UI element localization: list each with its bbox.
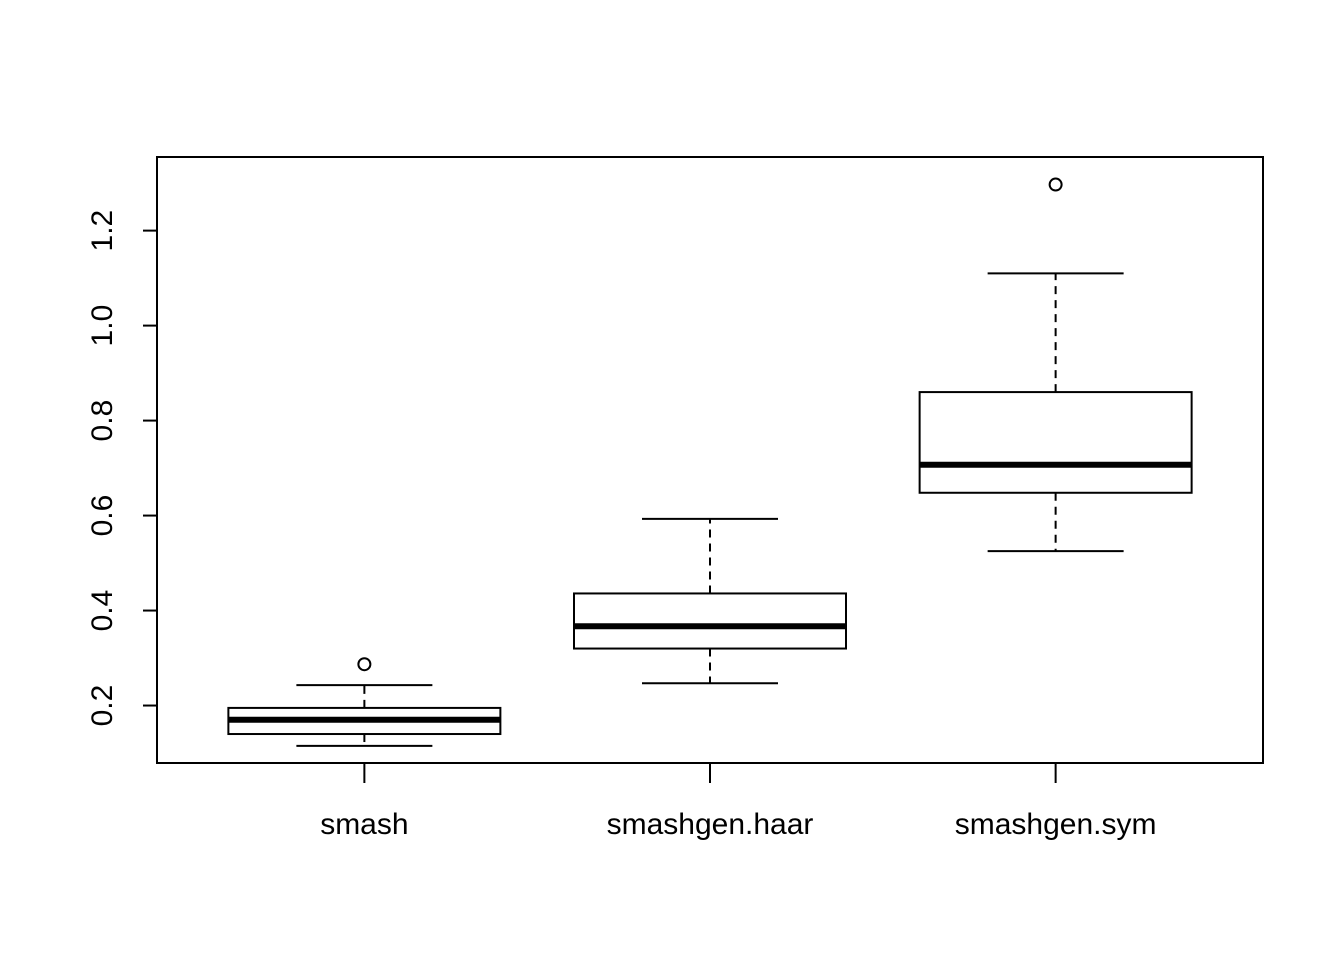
box-smashgen.haar	[573, 517, 847, 685]
x-tick-label: smashgen.sym	[955, 808, 1157, 841]
iqr-box	[573, 592, 847, 650]
outlier-point	[1048, 177, 1063, 192]
box-smash	[227, 657, 502, 747]
boxes-group	[227, 177, 1193, 747]
outlier-point	[357, 657, 372, 672]
x-axis: smash smashgen.haar smashgen.sym	[320, 763, 1157, 841]
iqr-box	[918, 391, 1193, 494]
y-tick-label: 0.2	[86, 685, 119, 727]
x-tick-label: smashgen.haar	[607, 808, 814, 841]
y-axis: 0.2 0.4 0.6 0.8 1.0 1.2	[86, 210, 158, 727]
y-tick-label: 0.4	[86, 590, 119, 632]
x-tick-label: smash	[320, 808, 408, 841]
y-tick-label: 0.6	[86, 495, 119, 537]
y-tick-label: 0.8	[86, 400, 119, 442]
box-smashgen.sym	[918, 177, 1193, 553]
y-tick-label: 1.0	[86, 305, 119, 347]
y-tick-label: 1.2	[86, 210, 119, 252]
